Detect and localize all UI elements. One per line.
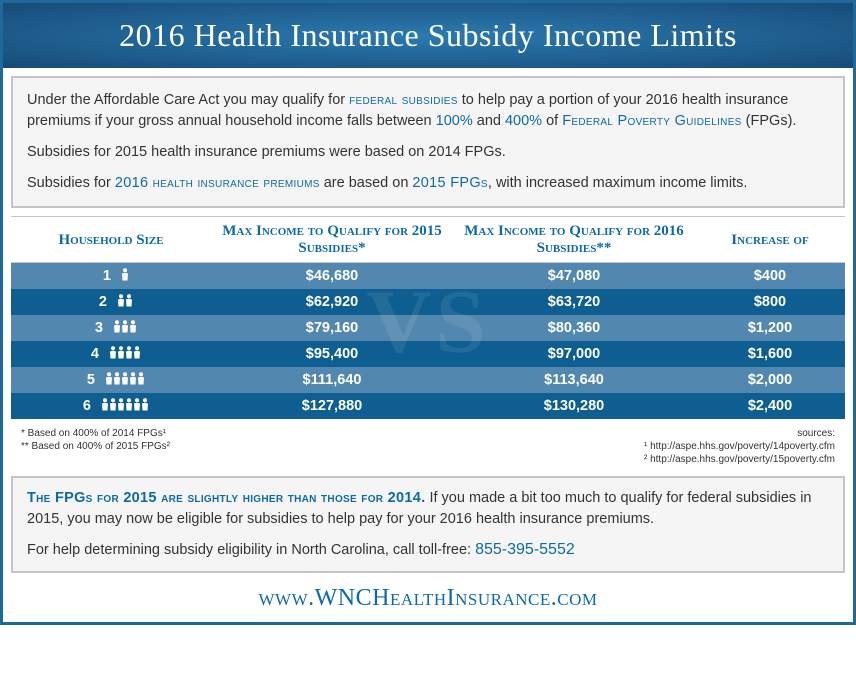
infographic-container: 2016 Health Insurance Subsidy Income Lim… (0, 0, 856, 625)
header-increase: Increase of (695, 223, 845, 258)
table-row: 4$95,400$97,000$1,600 (11, 341, 845, 367)
people-icon (101, 398, 149, 414)
header-2015: Max Income to Qualify for 2015 Subsidies… (211, 223, 453, 258)
intro-paragraph-2: Subsidies for 2015 health insurance prem… (27, 142, 829, 163)
people-icon (105, 372, 145, 388)
text: and (473, 113, 505, 129)
header-2016: Max Income to Qualify for 2016 Subsidies… (453, 223, 695, 258)
text: Subsidies for (27, 175, 115, 191)
table-header-row: Household Size Max Income to Qualify for… (11, 216, 845, 263)
cell-household: 1 (11, 268, 211, 284)
table-row: 1$46,680$47,080$400 (11, 263, 845, 289)
intro-panel: Under the Affordable Care Act you may qu… (11, 76, 845, 208)
cell-increase: $1,600 (695, 346, 845, 362)
cell-increase: $400 (695, 268, 845, 284)
footnote-sources: sources: ¹ http://aspe.hhs.gov/poverty/1… (644, 427, 835, 466)
bottom-paragraph-1: The FPGs for 2015 are slightly higher th… (27, 488, 829, 530)
table-row: 2$62,920$63,720$800 (11, 289, 845, 315)
footnote-left: * Based on 400% of 2014 FPGs¹ ** Based o… (21, 427, 170, 466)
table-row: 6$127,880$130,280$2,400 (11, 393, 845, 419)
intro-paragraph-1: Under the Affordable Care Act you may qu… (27, 90, 829, 132)
phone-number: 855-395-5552 (475, 541, 575, 558)
cell-2015: $95,400 (211, 346, 453, 362)
cell-increase: $2,000 (695, 372, 845, 388)
highlight-100: 100% (436, 113, 473, 129)
cell-2016: $97,000 (453, 346, 695, 362)
people-icon (109, 346, 141, 362)
website-url: www.WNCHealthInsurance.com (3, 581, 853, 622)
text: Under the Affordable Care Act you may qu… (27, 92, 349, 108)
cell-2016: $47,080 (453, 268, 695, 284)
header-household: Household Size (11, 223, 211, 258)
table-body: 1$46,680$47,080$4002$62,920$63,720$8003$… (11, 263, 845, 419)
cell-2016: $63,720 (453, 294, 695, 310)
source-1: ¹ http://aspe.hhs.gov/poverty/14poverty.… (644, 440, 835, 453)
highlight-2016-premiums: 2016 health insurance premiums (115, 175, 320, 191)
cell-2016: $80,360 (453, 320, 695, 336)
footnotes: * Based on 400% of 2014 FPGs¹ ** Based o… (11, 423, 845, 472)
bottom-paragraph-2: For help determining subsidy eligibility… (27, 538, 829, 561)
people-icon (117, 294, 133, 310)
highlight-fpg: Federal Poverty Guidelines (562, 113, 741, 129)
cell-household: 5 (11, 372, 211, 388)
table-row: 3$79,160$80,360$1,200 (11, 315, 845, 341)
text: , with increased maximum income limits. (488, 175, 747, 191)
sources-label: sources: (644, 427, 835, 440)
text: of (542, 113, 562, 129)
cell-2016: $130,280 (453, 398, 695, 414)
intro-paragraph-3: Subsidies for 2016 health insurance prem… (27, 173, 829, 194)
people-icon (121, 268, 129, 284)
subsidy-table: Household Size Max Income to Qualify for… (11, 216, 845, 419)
highlight-fpg-higher: The FPGs for 2015 are slightly higher th… (27, 490, 425, 506)
bottom-panel: The FPGs for 2015 are slightly higher th… (11, 476, 845, 573)
text: For help determining subsidy eligibility… (27, 542, 475, 558)
source-2: ² http://aspe.hhs.gov/poverty/15poverty.… (644, 453, 835, 466)
cell-2015: $111,640 (211, 372, 453, 388)
page-title: 2016 Health Insurance Subsidy Income Lim… (3, 3, 853, 68)
cell-2015: $46,680 (211, 268, 453, 284)
footnote-2: ** Based on 400% of 2015 FPGs² (21, 440, 170, 453)
text: are based on (320, 175, 413, 191)
highlight-federal-subsidies: federal subsidies (349, 92, 458, 108)
cell-2015: $127,880 (211, 398, 453, 414)
table-row: 5$111,640$113,640$2,000 (11, 367, 845, 393)
cell-household: 6 (11, 398, 211, 414)
cell-household: 3 (11, 320, 211, 336)
text: (FPGs). (742, 113, 797, 129)
highlight-2015-fpgs: 2015 FPGs (412, 175, 487, 191)
cell-increase: $2,400 (695, 398, 845, 414)
cell-household: 2 (11, 294, 211, 310)
cell-increase: $800 (695, 294, 845, 310)
cell-increase: $1,200 (695, 320, 845, 336)
cell-2015: $62,920 (211, 294, 453, 310)
cell-2016: $113,640 (453, 372, 695, 388)
cell-2015: $79,160 (211, 320, 453, 336)
highlight-400: 400% (505, 113, 542, 129)
cell-household: 4 (11, 346, 211, 362)
people-icon (113, 320, 137, 336)
footnote-1: * Based on 400% of 2014 FPGs¹ (21, 427, 170, 440)
